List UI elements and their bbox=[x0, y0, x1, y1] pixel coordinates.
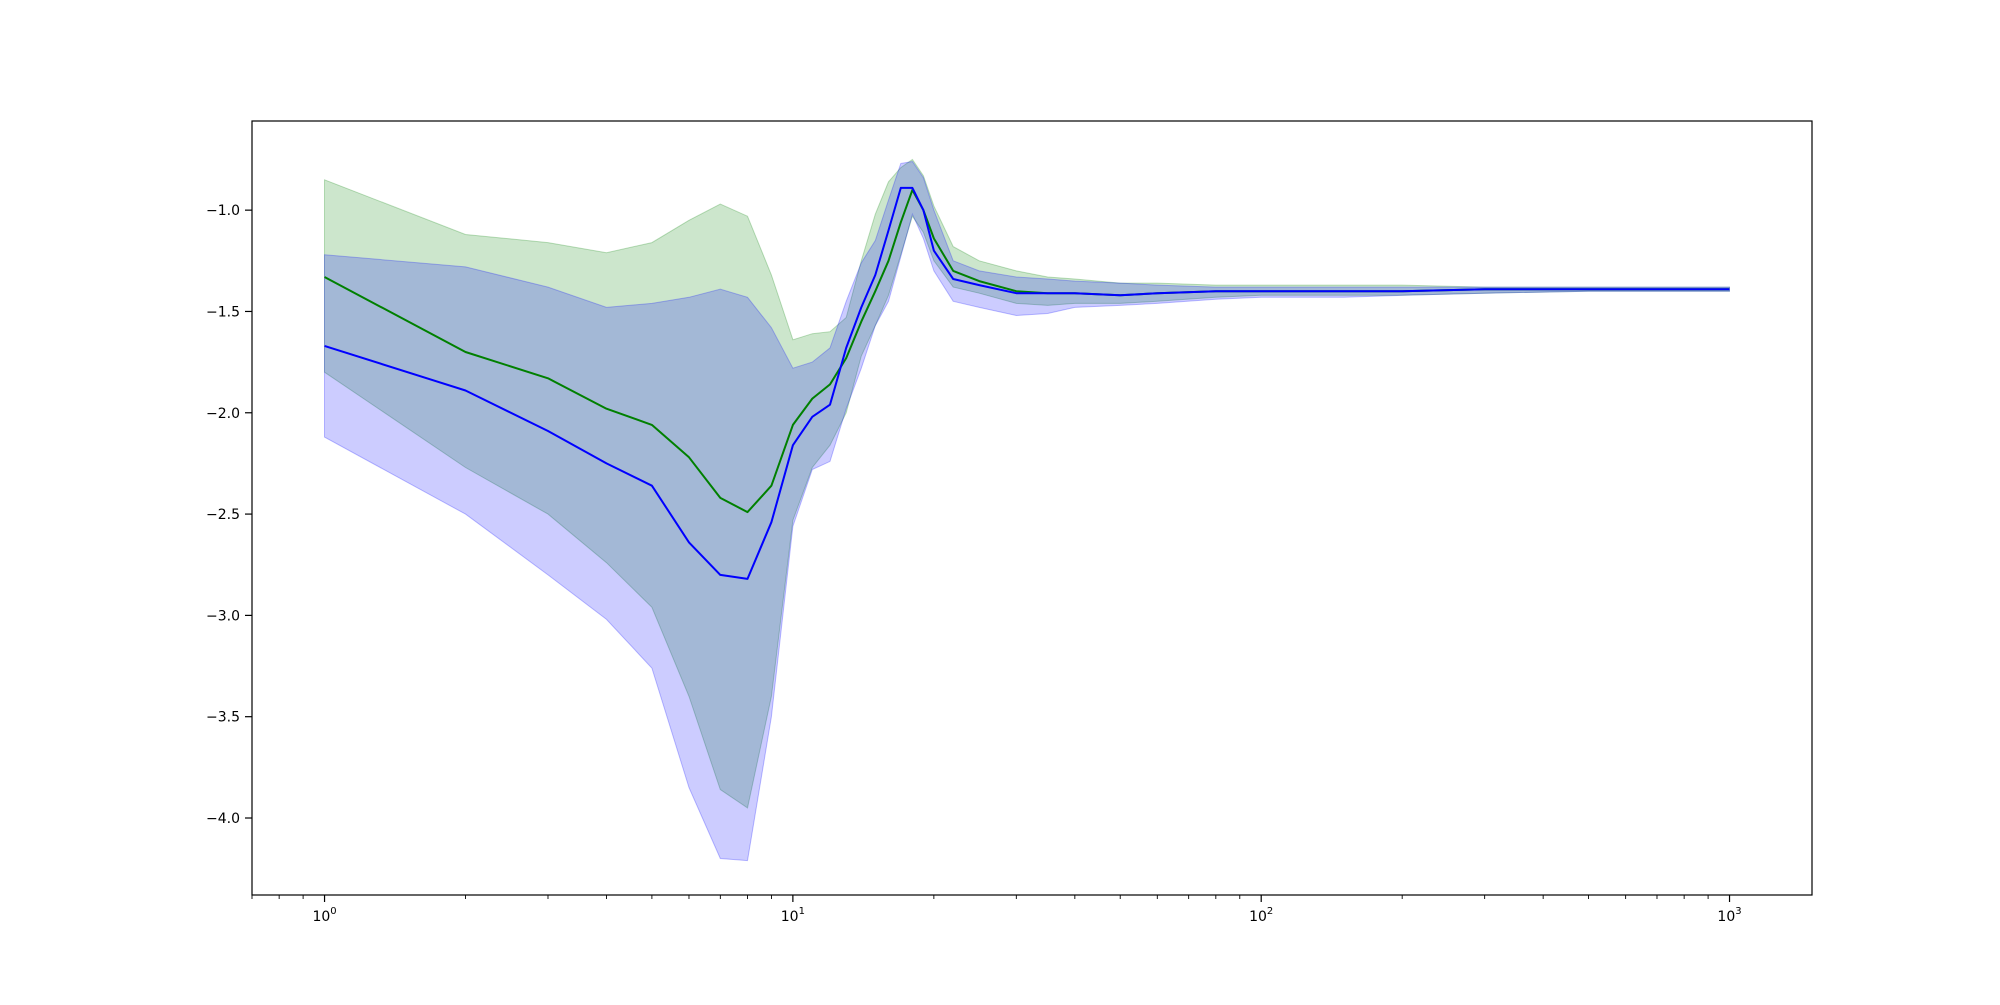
series-1-band bbox=[324, 158, 1730, 809]
y-tick-label: −3.0 bbox=[206, 608, 240, 624]
y-tick-label: −2.0 bbox=[206, 406, 240, 422]
series-2-line bbox=[324, 186, 1730, 580]
y-tick-label: −1.5 bbox=[206, 304, 240, 320]
y-tick-label: −2.5 bbox=[206, 507, 240, 523]
axes-frame bbox=[251, 120, 1813, 896]
series-2-band bbox=[324, 160, 1730, 862]
x-tick-label: 101 bbox=[781, 906, 805, 925]
x-tick-label: 100 bbox=[312, 906, 336, 925]
x-tick-label: 102 bbox=[1249, 906, 1273, 925]
plot-area bbox=[324, 158, 1730, 862]
axes: 100 101 102 103 −4.0 −3.5 −3.0 −2.5 −2.0 −1.5 −1.0 bbox=[206, 120, 1813, 925]
y-tick-label: −3.5 bbox=[206, 710, 240, 726]
y-tick-label: −1.0 bbox=[206, 203, 240, 219]
y-tick-label: −4.0 bbox=[206, 811, 240, 827]
x-tick-label: 103 bbox=[1717, 906, 1741, 925]
